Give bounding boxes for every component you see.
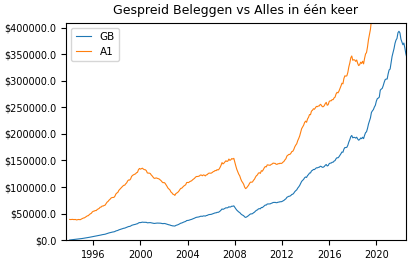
Title: Gespreid Beleggen vs Alles in één keer: Gespreid Beleggen vs Alles in één keer — [113, 4, 357, 17]
A1 — [74, 218, 79, 221]
GB — [249, 212, 254, 215]
GB — [297, 184, 301, 187]
GB — [190, 217, 195, 220]
GB — [67, 238, 72, 242]
GB — [228, 205, 233, 208]
A1 — [191, 177, 196, 181]
Line: A1: A1 — [70, 0, 409, 220]
A1 — [229, 157, 234, 160]
Line: GB: GB — [70, 31, 409, 240]
A1 — [160, 181, 165, 184]
A1 — [67, 218, 72, 221]
A1 — [175, 191, 180, 194]
GB — [159, 222, 164, 225]
GB — [396, 30, 400, 33]
A1 — [250, 179, 255, 182]
Legend: GB, A1: GB, A1 — [71, 28, 119, 61]
GB — [174, 224, 179, 227]
GB — [407, 66, 409, 69]
A1 — [297, 131, 302, 134]
